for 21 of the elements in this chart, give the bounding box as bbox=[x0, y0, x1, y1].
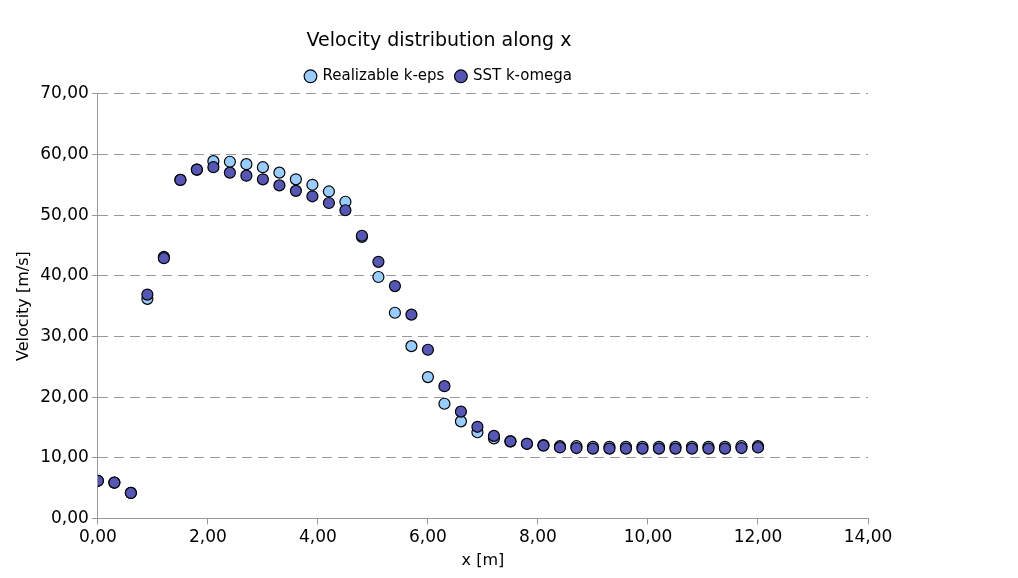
x-tick-label: 10,00 bbox=[623, 526, 673, 547]
y-tick-label: 10,00 bbox=[40, 446, 89, 467]
y-tick-label: 20,00 bbox=[40, 385, 89, 406]
y-tick-label: 60,00 bbox=[40, 142, 89, 163]
y-tick-label: 0,00 bbox=[51, 506, 89, 527]
x-tick-label: 2,00 bbox=[188, 526, 227, 547]
x-tick-label: 8,00 bbox=[519, 526, 557, 547]
x-tick-label: 6,00 bbox=[408, 526, 447, 547]
x-axis-title: x [m] bbox=[461, 549, 505, 569]
y-tick-label: 50,00 bbox=[40, 203, 89, 224]
x-tick-label: 14,00 bbox=[843, 526, 893, 547]
y-axis-title: Velocity [m/s] bbox=[12, 251, 32, 361]
x-tick-label: 4,00 bbox=[298, 526, 337, 547]
x-tick-label: 12,00 bbox=[733, 526, 783, 547]
legend-label: SST k-omega bbox=[472, 66, 573, 85]
chart-title: Velocity distribution along x bbox=[306, 28, 572, 51]
y-tick-label: 40,00 bbox=[40, 264, 89, 285]
y-tick-label: 30,00 bbox=[40, 324, 89, 345]
x-tick-label: 0,00 bbox=[78, 526, 117, 547]
legend-label: Realizable k-eps bbox=[322, 66, 445, 85]
y-tick-label: 70,00 bbox=[40, 82, 89, 103]
